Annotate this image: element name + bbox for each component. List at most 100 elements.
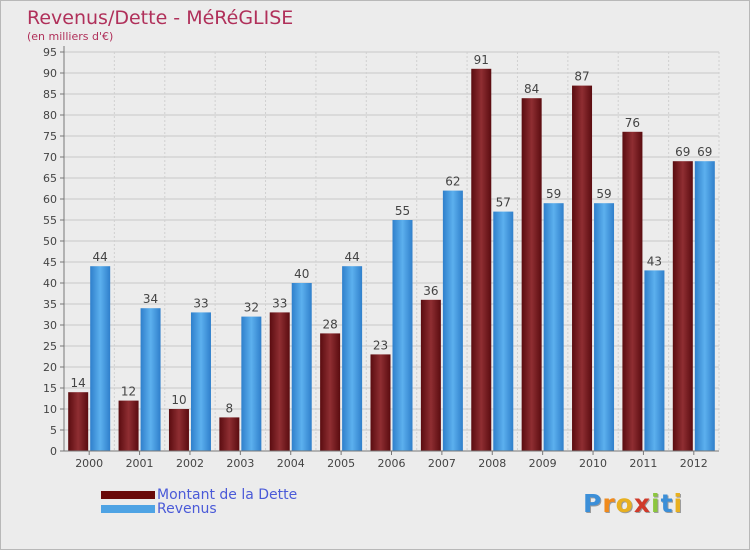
logo-letter: i bbox=[673, 489, 684, 518]
bar-revenus bbox=[342, 266, 363, 451]
data-label-revenus: 40 bbox=[294, 267, 309, 281]
y-tick-label: 15 bbox=[43, 382, 57, 395]
legend-swatch-revenus bbox=[101, 505, 155, 513]
bar-debt bbox=[622, 131, 643, 452]
y-tick-label: 80 bbox=[43, 109, 57, 122]
bar-debt bbox=[320, 333, 341, 451]
data-label-debt: 23 bbox=[373, 338, 388, 352]
data-label-revenus: 59 bbox=[596, 187, 611, 201]
y-tick-label: 95 bbox=[43, 46, 57, 59]
bar-debt bbox=[572, 85, 593, 451]
y-tick-label: 85 bbox=[43, 88, 57, 101]
logo-letter: t bbox=[660, 489, 674, 518]
bar-revenus bbox=[392, 220, 413, 451]
logo-letter: i bbox=[651, 489, 661, 518]
y-tick-label: 60 bbox=[43, 193, 57, 206]
y-tick-label: 55 bbox=[43, 214, 57, 227]
chart-subtitle: (en milliers d'€) bbox=[27, 30, 114, 43]
x-tick-label: 2000 bbox=[75, 457, 103, 470]
data-label-revenus: 55 bbox=[395, 204, 410, 218]
bar-debt bbox=[219, 417, 240, 451]
bar-revenus bbox=[694, 161, 715, 451]
logo-letter: x bbox=[633, 489, 651, 518]
bar-revenus bbox=[90, 266, 111, 451]
bars bbox=[68, 68, 715, 452]
x-axis-ticks: 2000 2001 2002 2003 2004 2005 2006 2007 2008 2009… bbox=[75, 451, 708, 470]
grid-lines bbox=[63, 51, 720, 452]
y-tick-label: 70 bbox=[43, 151, 57, 164]
y-tick-label: 10 bbox=[43, 403, 57, 416]
bar-debt bbox=[370, 354, 391, 451]
data-label-revenus: 43 bbox=[647, 254, 662, 268]
data-label-revenus: 32 bbox=[244, 301, 259, 315]
axes bbox=[63, 46, 719, 452]
bar-revenus bbox=[644, 270, 665, 451]
data-label-revenus: 34 bbox=[143, 292, 158, 306]
y-tick-label: 65 bbox=[43, 172, 57, 185]
y-axis-ticks: 0 5 10 15 20 25 30 35 40 45 50 55 60 65 70 75 80 85 90 95 bbox=[43, 46, 64, 458]
y-tick-label: 40 bbox=[43, 277, 57, 290]
data-label-revenus: 44 bbox=[93, 250, 108, 264]
chart-title: Revenus/Dette - MéRéGLISE bbox=[27, 7, 294, 29]
data-label-debt: 12 bbox=[121, 385, 136, 399]
bar-debt bbox=[269, 312, 290, 451]
logo-letter: o bbox=[615, 489, 634, 518]
y-tick-label: 45 bbox=[43, 256, 57, 269]
y-tick-label: 35 bbox=[43, 298, 57, 311]
y-tick-label: 25 bbox=[43, 340, 57, 353]
data-label-revenus: 62 bbox=[445, 175, 460, 189]
data-label-revenus: 59 bbox=[546, 187, 561, 201]
data-label-debt: 69 bbox=[675, 145, 690, 159]
bar-debt bbox=[471, 68, 492, 452]
logo-letter: P bbox=[583, 489, 603, 518]
bar-debt bbox=[118, 400, 139, 451]
x-tick-label: 2009 bbox=[529, 457, 557, 470]
bar-revenus bbox=[140, 308, 161, 451]
bar-debt bbox=[672, 161, 693, 451]
bar-revenus bbox=[190, 312, 211, 451]
data-label-debt: 87 bbox=[574, 70, 589, 84]
y-tick-label: 20 bbox=[43, 361, 57, 374]
x-tick-label: 2011 bbox=[629, 457, 657, 470]
data-label-debt: 33 bbox=[272, 296, 287, 310]
bar-revenus bbox=[493, 211, 514, 451]
x-tick-label: 2008 bbox=[478, 457, 506, 470]
data-label-debt: 10 bbox=[171, 393, 186, 407]
bar-revenus bbox=[594, 203, 615, 451]
bar-revenus bbox=[543, 203, 564, 451]
data-label-debt: 84 bbox=[524, 82, 539, 96]
data-label-revenus: 33 bbox=[193, 296, 208, 310]
x-tick-label: 2007 bbox=[428, 457, 456, 470]
legend-swatch-debt bbox=[101, 491, 155, 499]
x-tick-label: 2010 bbox=[579, 457, 607, 470]
bar-revenus bbox=[241, 316, 262, 451]
y-tick-label: 0 bbox=[50, 445, 57, 458]
data-label-debt: 8 bbox=[226, 401, 234, 415]
plot-area bbox=[64, 52, 719, 451]
x-tick-label: 2002 bbox=[176, 457, 204, 470]
data-label-revenus: 69 bbox=[697, 145, 712, 159]
bar-revenus bbox=[291, 283, 312, 451]
y-tick-label: 30 bbox=[43, 319, 57, 332]
y-tick-label: 90 bbox=[43, 67, 57, 80]
bar-revenus bbox=[442, 190, 463, 451]
data-label-revenus: 57 bbox=[496, 196, 511, 210]
data-label-debt: 36 bbox=[423, 284, 438, 298]
bar-debt bbox=[68, 392, 89, 451]
data-label-debt: 14 bbox=[71, 376, 86, 390]
data-label-debt: 76 bbox=[625, 116, 640, 130]
logo-letter: r bbox=[602, 489, 616, 518]
x-tick-label: 2004 bbox=[277, 457, 305, 470]
bar-debt bbox=[168, 409, 189, 451]
x-tick-label: 2003 bbox=[226, 457, 254, 470]
x-tick-label: 2005 bbox=[327, 457, 355, 470]
legend-label-revenus: Revenus bbox=[157, 501, 217, 517]
data-labels: 14 44 12 34 10 33 8 32 33 40 28 44 23 55 36 62 91 57 84 59 8… bbox=[71, 53, 713, 416]
data-label-debt: 28 bbox=[322, 317, 337, 331]
bar-debt bbox=[521, 98, 542, 451]
legend-label-debt: Montant de la Dette bbox=[157, 487, 298, 503]
y-tick-label: 5 bbox=[50, 424, 57, 437]
x-tick-label: 2001 bbox=[126, 457, 154, 470]
y-tick-label: 50 bbox=[43, 235, 57, 248]
